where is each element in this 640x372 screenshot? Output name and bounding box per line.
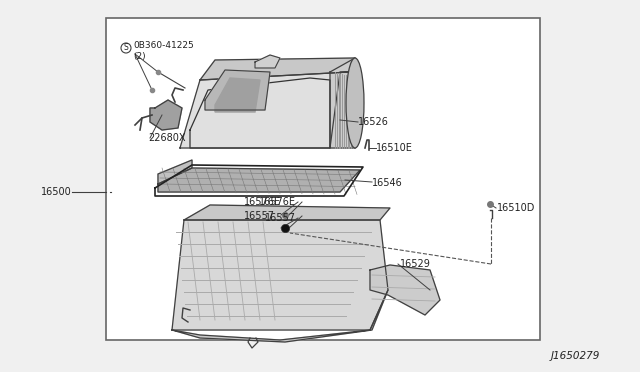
Text: J1650279: J1650279 xyxy=(550,351,600,361)
Text: 16500: 16500 xyxy=(41,187,72,197)
Text: 16546: 16546 xyxy=(372,178,403,188)
Text: 16510D: 16510D xyxy=(497,203,536,213)
Polygon shape xyxy=(330,58,355,148)
Polygon shape xyxy=(190,78,330,148)
Text: 16529: 16529 xyxy=(400,259,431,269)
Text: 16557: 16557 xyxy=(265,213,296,223)
Ellipse shape xyxy=(346,58,364,148)
Polygon shape xyxy=(158,168,360,192)
Text: S: S xyxy=(124,44,129,52)
Text: 22680X: 22680X xyxy=(148,133,186,143)
Polygon shape xyxy=(200,58,355,80)
Polygon shape xyxy=(172,220,388,330)
Polygon shape xyxy=(255,55,280,68)
Text: 16526: 16526 xyxy=(358,117,389,127)
Text: 16510E: 16510E xyxy=(376,143,413,153)
Polygon shape xyxy=(180,72,350,148)
Text: 0B360-41225: 0B360-41225 xyxy=(133,42,194,51)
Text: 16576E: 16576E xyxy=(244,197,281,207)
Text: 16557: 16557 xyxy=(244,211,275,221)
Text: (2): (2) xyxy=(133,51,146,61)
Text: 16576E: 16576E xyxy=(259,197,296,207)
Polygon shape xyxy=(172,290,388,342)
Polygon shape xyxy=(150,100,182,130)
Polygon shape xyxy=(370,265,440,315)
Polygon shape xyxy=(184,205,390,220)
Polygon shape xyxy=(215,78,260,112)
Bar xyxy=(106,18,540,340)
Polygon shape xyxy=(205,70,270,110)
Polygon shape xyxy=(158,160,192,184)
